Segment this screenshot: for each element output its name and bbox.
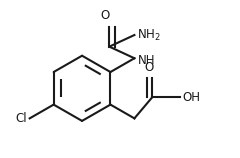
Text: O: O [145,61,154,74]
Text: NH$_2$: NH$_2$ [137,27,161,43]
Text: O: O [101,9,110,22]
Text: NH: NH [138,54,156,67]
Text: Cl: Cl [15,112,27,125]
Text: OH: OH [183,91,201,104]
